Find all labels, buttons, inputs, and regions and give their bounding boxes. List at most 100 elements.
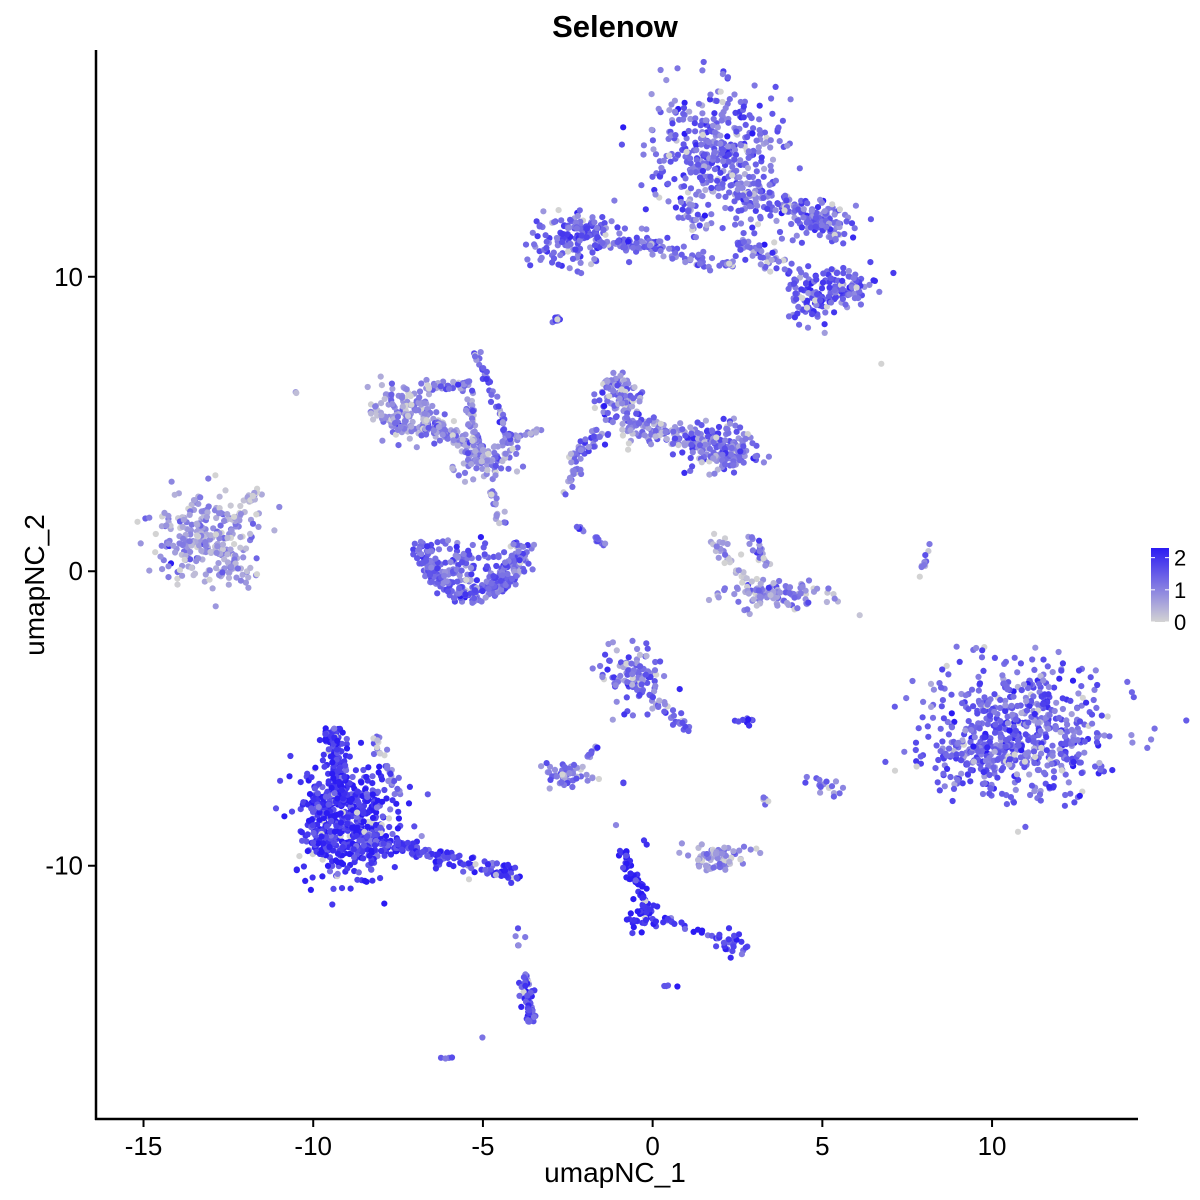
cell-point	[696, 442, 704, 449]
cell-point	[1059, 660, 1066, 667]
cell-point	[174, 575, 181, 582]
cell-point	[746, 173, 753, 181]
cell-point	[455, 472, 462, 479]
cell-point	[456, 585, 463, 592]
cell-point	[1017, 754, 1024, 761]
cell-point	[371, 842, 378, 849]
cell-point	[411, 823, 418, 830]
cell-point	[347, 885, 354, 892]
cell-point	[309, 874, 316, 881]
cell-point	[702, 117, 710, 124]
cell-point	[671, 920, 678, 928]
cell-point	[738, 551, 745, 558]
cell-point	[722, 866, 729, 873]
cell-point	[646, 906, 654, 913]
cell-point	[676, 686, 683, 693]
cell-point	[485, 585, 492, 593]
cell-point	[411, 540, 418, 547]
cell-point	[418, 380, 425, 387]
cell-point	[752, 453, 759, 460]
cell-point	[680, 116, 687, 123]
cell-point	[490, 444, 497, 451]
cell-point	[740, 443, 747, 450]
cell-point	[213, 514, 220, 522]
cell-point	[745, 716, 752, 723]
x-axis-label: umapNC_1	[544, 1157, 686, 1188]
cell-point	[629, 930, 636, 937]
cell-point	[751, 230, 758, 237]
cell-point	[344, 820, 351, 827]
cell-point	[975, 687, 982, 694]
cell-point	[522, 431, 529, 438]
cell-point	[685, 208, 692, 215]
cell-point	[495, 403, 502, 410]
cell-point	[359, 849, 366, 856]
cell-point	[389, 385, 396, 392]
cell-point	[501, 519, 508, 526]
cell-point	[652, 191, 659, 198]
cell-point	[478, 458, 485, 465]
cell-point	[725, 556, 733, 563]
cell-point	[687, 454, 694, 462]
cell-point	[358, 779, 365, 786]
cell-point	[442, 559, 449, 566]
cell-point	[561, 764, 568, 771]
cell-point	[391, 791, 398, 798]
cell-point	[661, 699, 668, 706]
cell-point	[644, 711, 651, 718]
cell-point	[831, 286, 838, 294]
cell-point	[346, 850, 353, 858]
cell-point	[798, 286, 805, 293]
cell-point	[754, 202, 761, 209]
cell-point	[196, 542, 203, 549]
cell-point	[968, 686, 976, 693]
cell-point	[384, 746, 391, 753]
cell-point	[423, 376, 430, 384]
cell-point	[779, 117, 787, 124]
cell-point	[730, 848, 737, 855]
cell-point	[1043, 747, 1050, 754]
cell-point	[382, 833, 390, 840]
cell-point	[502, 867, 509, 874]
cell-point	[621, 711, 628, 718]
cell-point	[253, 511, 260, 518]
cell-point	[1006, 756, 1013, 763]
cell-point	[458, 567, 465, 574]
cell-point	[814, 204, 822, 211]
cell-point	[339, 729, 346, 736]
cell-point	[392, 420, 399, 427]
cell-point	[670, 428, 677, 435]
cell-point	[738, 951, 746, 958]
cell-point	[705, 596, 713, 604]
cell-point	[730, 462, 737, 469]
cell-point	[369, 877, 376, 884]
cell-point	[627, 910, 634, 917]
cell-point	[679, 719, 686, 726]
cell-point	[1020, 681, 1028, 688]
cell-point	[380, 840, 387, 847]
cell-point	[591, 219, 598, 226]
cell-point	[812, 214, 820, 221]
cell-point	[1013, 716, 1020, 723]
cell-point	[757, 849, 764, 857]
cell-point	[939, 666, 946, 673]
cell-point	[361, 828, 368, 836]
cell-point	[920, 698, 927, 706]
cell-point	[800, 206, 807, 213]
cell-point	[997, 734, 1004, 741]
cell-point	[1074, 705, 1081, 712]
cell-point	[752, 161, 759, 168]
cell-point	[788, 220, 795, 228]
cell-point	[986, 771, 993, 779]
cell-point	[424, 791, 431, 798]
cell-point	[498, 586, 505, 593]
cell-point	[756, 102, 763, 109]
cell-point	[366, 852, 373, 859]
cell-point	[1021, 764, 1028, 771]
cell-point	[187, 548, 194, 556]
cell-point	[240, 554, 247, 561]
cell-point	[984, 721, 991, 728]
y-tick-label: -10	[45, 851, 83, 881]
cell-point	[422, 557, 430, 564]
cell-point	[233, 574, 240, 581]
